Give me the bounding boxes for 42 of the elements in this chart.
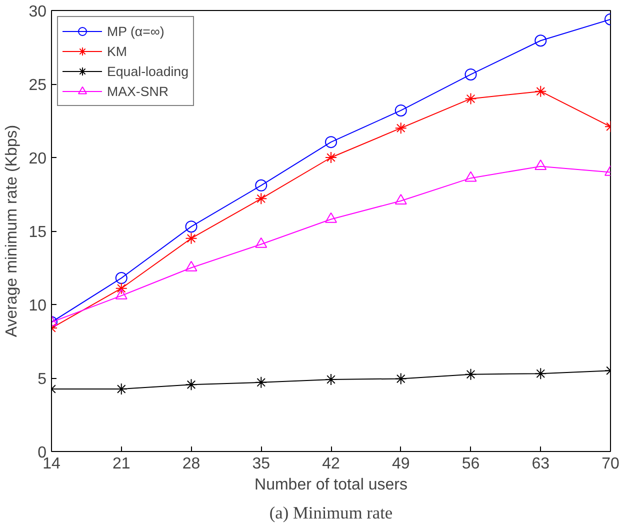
x-tick-label: 28	[182, 456, 200, 472]
point	[115, 272, 128, 284]
legend-label: Equal-loading	[107, 64, 189, 78]
x-tick-label: 70	[602, 456, 620, 472]
point	[394, 122, 407, 134]
point	[325, 152, 337, 164]
legend-label: KM	[107, 44, 127, 58]
point	[394, 372, 407, 385]
point	[464, 92, 477, 105]
point	[534, 368, 547, 380]
point	[255, 376, 268, 388]
point	[325, 136, 337, 148]
x-tick-label: 56	[462, 456, 480, 472]
point	[534, 85, 547, 98]
y-tick-label: 30	[28, 4, 47, 20]
x-tick-label: 35	[252, 456, 270, 472]
point	[394, 194, 407, 205]
point	[185, 232, 198, 244]
point	[394, 104, 407, 116]
point	[325, 373, 337, 386]
point	[464, 368, 477, 380]
text: (a) Minimum rate	[269, 504, 393, 522]
legend-label: MP (α=∞)	[107, 24, 164, 38]
y-tick-label: 25	[28, 77, 47, 94]
x-tick-label: 49	[392, 456, 410, 472]
x-axis-title: Number of total users	[254, 476, 408, 494]
point	[534, 34, 547, 47]
y-tick-label: 20	[28, 150, 47, 168]
point	[464, 68, 477, 80]
x-tick-label: 63	[532, 456, 550, 472]
point	[255, 179, 268, 192]
y-tick-label: 10	[28, 298, 47, 314]
y-tick-label: 5	[38, 371, 47, 388]
point	[185, 378, 198, 391]
y-axis-title: Average minimum rate (Kbps)	[4, 124, 21, 338]
point	[115, 282, 128, 294]
y-tick-label: 15	[28, 224, 47, 241]
x-tick-label: 42	[322, 456, 340, 472]
x-tick-label: 21	[112, 456, 130, 472]
point	[255, 192, 268, 205]
point	[185, 220, 198, 233]
legend-label: MAX-SNR	[107, 84, 168, 98]
